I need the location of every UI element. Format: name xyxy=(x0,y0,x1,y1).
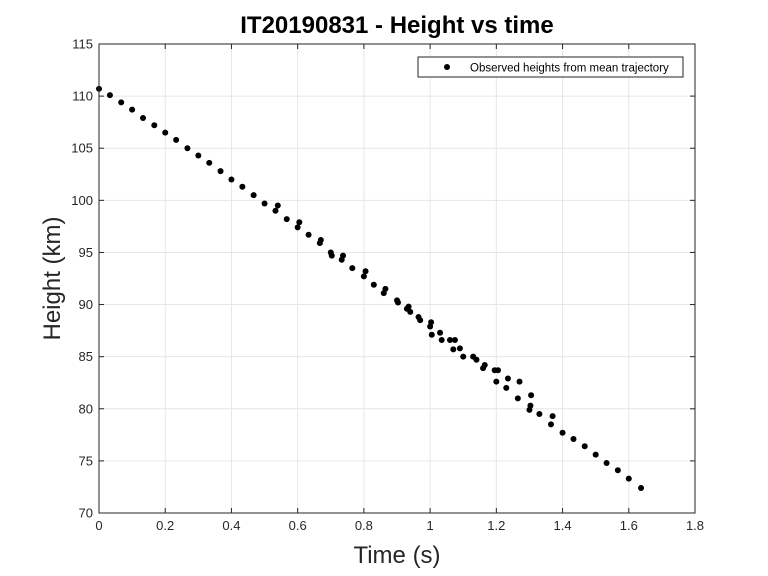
data-point xyxy=(228,176,235,183)
data-point xyxy=(536,410,543,417)
legend: Observed heights from mean trajectory xyxy=(417,56,684,78)
data-point xyxy=(272,207,279,214)
data-point xyxy=(450,346,457,353)
x-tick-label: 0.8 xyxy=(355,518,373,533)
data-point xyxy=(481,362,488,369)
y-tick-label: 95 xyxy=(79,245,93,260)
data-point xyxy=(274,202,281,209)
data-point xyxy=(140,114,147,121)
data-point xyxy=(528,392,535,399)
data-point xyxy=(493,378,500,385)
data-point xyxy=(437,329,444,336)
legend-marker xyxy=(444,64,450,70)
data-point xyxy=(514,395,521,402)
data-point xyxy=(428,331,435,338)
x-tick-label: 1.8 xyxy=(686,518,704,533)
data-point xyxy=(592,451,599,458)
data-point xyxy=(106,92,113,99)
data-point xyxy=(162,129,169,136)
data-point xyxy=(446,336,453,343)
data-point xyxy=(614,467,621,474)
x-tick-label: 1.6 xyxy=(620,518,638,533)
axes-box xyxy=(98,43,696,514)
data-point xyxy=(317,236,324,243)
data-point xyxy=(494,367,501,374)
data-point xyxy=(305,231,312,238)
y-axis-label: Height (km) xyxy=(39,216,66,340)
legend-entry: Observed heights from mean trajectory xyxy=(470,63,669,75)
data-point xyxy=(559,429,566,436)
data-point xyxy=(184,145,191,152)
data-point xyxy=(625,475,632,482)
data-point xyxy=(118,99,125,106)
data-point xyxy=(570,436,577,443)
data-point xyxy=(451,336,458,343)
data-point xyxy=(217,168,224,175)
y-tick-label: 90 xyxy=(79,297,93,312)
data-point xyxy=(195,152,202,159)
data-point xyxy=(405,303,412,310)
data-point xyxy=(417,317,424,324)
y-tick-label: 105 xyxy=(71,141,93,156)
x-tick-label: 1.2 xyxy=(487,518,505,533)
x-tick-label: 1 xyxy=(426,518,433,533)
x-axis-label: Time (s) xyxy=(353,542,440,569)
x-tick-label: 1.4 xyxy=(554,518,572,533)
data-point xyxy=(438,336,445,343)
data-point xyxy=(382,285,389,292)
y-tick-label: 85 xyxy=(79,349,93,364)
x-tick-label: 0.2 xyxy=(156,518,174,533)
data-point xyxy=(129,106,136,113)
y-tick-label: 115 xyxy=(72,37,93,52)
data-point xyxy=(503,384,510,391)
chart-title: IT20190831 - Height vs time xyxy=(240,12,553,39)
data-point xyxy=(473,356,480,363)
x-tick-label: 0 xyxy=(95,518,102,533)
data-point xyxy=(328,252,335,259)
y-tick-label: 75 xyxy=(79,453,93,468)
data-point xyxy=(250,192,257,199)
data-point xyxy=(296,219,303,226)
data-point xyxy=(603,459,610,466)
data-point xyxy=(239,183,246,190)
data-point xyxy=(206,159,213,166)
data-point xyxy=(549,413,556,420)
data-point xyxy=(294,224,301,231)
data-point xyxy=(349,265,356,272)
y-tick-label: 80 xyxy=(79,401,93,416)
data-point xyxy=(151,122,158,129)
legend-box xyxy=(417,56,684,78)
data-point xyxy=(456,345,463,352)
data-point xyxy=(283,216,290,223)
axis-ticks: 0 0.2 0.4 0.6 0.8 1 1.2 1.4 1.6 1.8 70 75 80 85 90 95 10… xyxy=(71,37,704,534)
data-point xyxy=(340,252,347,259)
data-point xyxy=(362,268,369,275)
data-point xyxy=(370,281,377,288)
data-point xyxy=(173,136,180,143)
data-point xyxy=(407,308,414,315)
data-point xyxy=(516,378,523,385)
data-point xyxy=(581,443,588,450)
data-point xyxy=(547,421,554,428)
x-tick-label: 0.6 xyxy=(289,518,307,533)
data-point xyxy=(394,299,401,306)
y-tick-label: 70 xyxy=(79,506,93,521)
x-tick-label: 0.4 xyxy=(222,518,240,533)
y-tick-label: 100 xyxy=(71,193,93,208)
data-point xyxy=(360,273,367,280)
data-point xyxy=(638,484,645,491)
data-point xyxy=(527,402,534,409)
data-point xyxy=(460,353,467,360)
data-point xyxy=(504,375,511,382)
data-point xyxy=(428,319,435,326)
data-points xyxy=(96,85,645,491)
y-tick-label: 110 xyxy=(72,89,93,104)
data-point xyxy=(261,200,268,207)
